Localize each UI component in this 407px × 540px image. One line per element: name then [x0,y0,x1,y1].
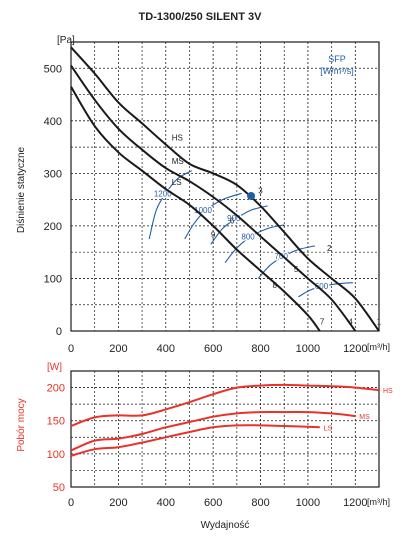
y-tick-label: 300 [44,168,62,180]
x-tick-label: 200 [109,497,127,509]
sfp-curve [298,282,353,298]
x-tick-label: 1000 [296,497,320,509]
sfp-curve-label: 1000 [194,206,212,215]
y-tick-label: 150 [47,416,65,428]
point-label: 8 [273,281,278,290]
y-tick-label: 0 [56,326,62,338]
y-tick-label: 500 [44,63,62,75]
point-label: 3 [258,186,263,195]
x-tick-label: 1200 [343,343,367,355]
point-label: 9 [211,230,216,239]
sfp-curve [148,170,193,240]
plot-frame [70,41,380,332]
sfp-curve [224,224,285,264]
pressure-labels: 1 2 3 4 5 6 7 8 9 [211,186,382,326]
series-label: LS [324,425,333,432]
y-tick-label: 400 [44,116,62,128]
sfp-curve [184,192,242,240]
sfp-curve-label: 800 [241,232,255,241]
y-tick-label: 200 [47,383,65,395]
x-tick-label: 400 [157,343,175,355]
pressure-chart: 0 200 400 600 800 1000 1200 0 100 200 300 400 500 1 2… [16,35,390,355]
point-label: 5 [294,265,299,274]
sfp-unit: [W/m³/s] [320,66,354,76]
x-tick-label: 1200 [343,497,367,509]
y-tick-label: 50 [53,482,65,494]
pressure-curve [70,46,380,332]
sfp-curve-label: 600 [315,282,329,291]
pressure-x-unit: [m³/h] [367,342,390,352]
power-x-unit: [m³/h] [367,497,390,507]
series-label: MS [359,414,370,421]
power-series: HS MS LS [70,383,393,457]
sfp-curve [210,205,268,245]
x-tick-label: 400 [157,497,175,509]
x-tick-label: 800 [251,497,269,509]
y-tick-label: 100 [47,449,65,461]
pressure-unit: [Pa] [57,35,75,46]
point-label: 1 [377,318,382,327]
series-label: LS [172,178,182,187]
x-tick-label: 600 [204,343,222,355]
series-label: HS [172,133,183,142]
sfp-curve [257,245,316,279]
x-tick-label: 200 [109,343,127,355]
work-point [247,191,256,200]
pressure-curve [70,86,321,332]
power-unit: [W] [47,362,62,373]
point-label: 2 [327,244,332,253]
x-tick-label: 0 [68,497,74,509]
power-curve [70,383,380,427]
power-y-label: Pobór mocy [16,398,27,451]
sfp-label: SFP [328,54,346,64]
plot-frame [70,370,380,488]
x-tick-label: 600 [204,497,222,509]
x-tick-label: 1000 [296,343,320,355]
series-label: HS [383,388,393,395]
power-grid: 0 200 400 600 800 1000 1200 50 100 150 200 [47,370,380,509]
chart-title: TD-1300/250 SILENT 3V [139,11,263,23]
power-curve [70,411,356,452]
x-axis-label: Wydajność [201,520,250,531]
pressure-curve [70,65,357,332]
pressure-y-label: Dіśnienie statyczne [16,146,27,233]
power-curve [70,424,320,457]
y-tick-label: 100 [44,273,62,285]
y-tick-label: 200 [44,221,62,233]
pressure-series: HS MS LS [70,46,380,332]
x-tick-label: 800 [251,343,269,355]
point-label: 4 [348,318,353,327]
point-label: 7 [320,318,325,327]
x-tick-label: 0 [68,343,74,355]
point-label: 6 [230,216,235,225]
series-label: MS [172,157,184,166]
pressure-grid: 0 200 400 600 800 1000 1200 0 100 200 300 400 500 [44,41,380,355]
